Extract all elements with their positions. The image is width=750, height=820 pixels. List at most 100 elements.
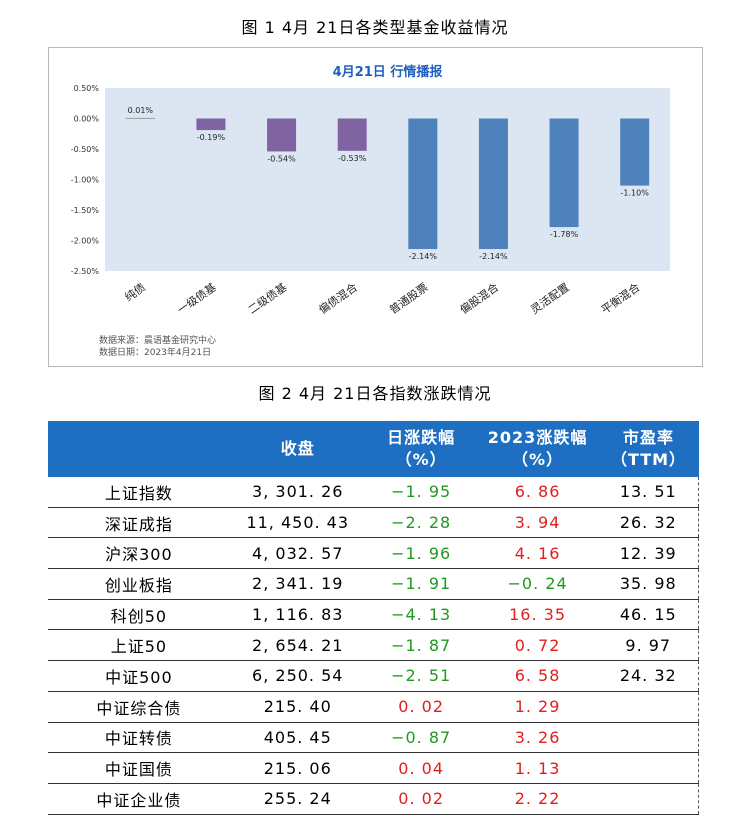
- x-category-label: 灵活配置: [528, 281, 571, 317]
- day-change-cell: 0. 02: [365, 783, 477, 815]
- index-name-cell: 上证50: [48, 629, 230, 662]
- x-category-label: 一级债基: [175, 280, 219, 317]
- header-close: 收盘: [229, 421, 366, 477]
- x-category-label: 二级债基: [245, 280, 289, 317]
- day-change-cell: −2. 51: [365, 660, 477, 692]
- y-tick-label: -2.50%: [71, 267, 100, 276]
- pe-cell: [598, 783, 699, 815]
- y-tick-label: 0.00%: [74, 115, 100, 124]
- close-cell: 405. 45: [229, 722, 366, 754]
- close-cell: 2, 341. 19: [229, 568, 366, 600]
- header-pe: 市盈率 （TTM）: [598, 421, 699, 477]
- pe-cell: 26. 32: [598, 507, 699, 539]
- table-row: 中证转债 405. 45 −0. 87 3. 26: [48, 722, 699, 754]
- index-name-cell: 中证500: [48, 660, 230, 692]
- bar: [620, 118, 650, 186]
- ytd-change-cell: 2. 22: [476, 783, 599, 815]
- bar-data-label: -1.78%: [550, 230, 579, 239]
- header-ytd-change: 2023涨跌幅 （%）: [476, 421, 599, 477]
- table-row: 中证500 6, 250. 54 −2. 51 6. 58 24. 32: [48, 660, 699, 692]
- bar-data-label: -2.14%: [479, 252, 508, 261]
- pe-cell: 35. 98: [598, 568, 699, 600]
- y-tick-label: -1.50%: [71, 206, 100, 215]
- table-row: 科创50 1, 116. 83 −4. 13 16. 35 46. 15: [48, 599, 699, 631]
- pe-cell: 13. 51: [598, 477, 699, 508]
- table-row: 创业板指 2, 341. 19 −1. 91 −0. 24 35. 98: [48, 568, 699, 600]
- ytd-change-cell: 1. 29: [476, 691, 599, 723]
- data-source-note: 数据来源：晨语基金研究中心: [99, 336, 217, 346]
- index-name-cell: 中证转债: [48, 722, 230, 754]
- table-body: 上证指数 3, 301. 26 −1. 95 6. 86 13. 51 深证成指 11, 4…: [48, 477, 699, 815]
- close-cell: 215. 40: [229, 691, 366, 723]
- ytd-change-cell: 3. 26: [476, 722, 599, 754]
- day-change-cell: −1. 95: [365, 477, 477, 508]
- pe-cell: [598, 752, 699, 784]
- index-name-cell: 沪深300: [48, 537, 230, 570]
- pe-cell: 9. 97: [598, 629, 699, 662]
- y-tick-label: 0.50%: [74, 84, 100, 93]
- figure-2-caption: 图 2 4月 21日各指数涨跌情况: [258, 384, 492, 403]
- table-row: 中证国债 215. 06 0. 04 1. 13: [48, 752, 699, 784]
- bar: [408, 118, 438, 250]
- y-tick-label: -1.00%: [71, 176, 100, 185]
- ytd-change-cell: 6. 86: [476, 477, 599, 508]
- pe-cell: 12. 39: [598, 537, 699, 570]
- bar: [478, 118, 508, 250]
- day-change-cell: −1. 91: [365, 568, 477, 600]
- ytd-change-cell: −0. 24: [476, 568, 599, 600]
- header-name: [48, 421, 230, 477]
- ytd-change-cell: 1. 13: [476, 752, 599, 784]
- ytd-change-cell: 6. 58: [476, 660, 599, 692]
- bar-data-label: -0.19%: [197, 133, 226, 142]
- index-name-cell: 科创50: [48, 599, 230, 631]
- header-day-change: 日涨跌幅 （%）: [365, 421, 477, 477]
- close-cell: 2, 654. 21: [229, 629, 366, 662]
- day-change-cell: 0. 02: [365, 691, 477, 723]
- close-cell: 6, 250. 54: [229, 660, 366, 692]
- day-change-cell: −4. 13: [365, 599, 477, 631]
- index-name-cell: 深证成指: [48, 507, 230, 539]
- table-header-row: 收盘 日涨跌幅 （%） 2023涨跌幅 （%） 市盈率 （TTM）: [48, 421, 699, 477]
- day-change-cell: −1. 96: [365, 537, 477, 570]
- ytd-change-cell: 16. 35: [476, 599, 599, 631]
- close-cell: 255. 24: [229, 783, 366, 815]
- bar-data-label: -0.53%: [338, 154, 367, 163]
- y-tick-label: -0.50%: [71, 145, 100, 154]
- table-row: 中证综合债 215. 40 0. 02 1. 29: [48, 691, 699, 723]
- pe-cell: 24. 32: [598, 660, 699, 692]
- data-date-note: 数据日期：2023年4月21日: [99, 348, 212, 358]
- ytd-change-cell: 0. 72: [476, 629, 599, 662]
- day-change-cell: −1. 87: [365, 629, 477, 662]
- fund-return-chart: 4月21日 行情播报 0.50% 0.00% -0.50% -1.00% -1.50% -2…: [48, 47, 703, 367]
- bar: [125, 117, 155, 119]
- table-row: 深证成指 11, 450. 43 −2. 28 3. 94 26. 32: [48, 507, 699, 539]
- x-category-label: 平衡混合: [598, 280, 642, 317]
- close-cell: 215. 06: [229, 752, 366, 784]
- pe-cell: 46. 15: [598, 599, 699, 631]
- table-row: 上证指数 3, 301. 26 −1. 95 6. 86 13. 51: [48, 477, 699, 508]
- close-cell: 3, 301. 26: [229, 477, 366, 508]
- chart-svg: 4月21日 行情播报 0.50% 0.00% -0.50% -1.00% -1.50% -2…: [71, 64, 670, 317]
- pe-cell: [598, 691, 699, 723]
- index-name-cell: 中证企业债: [48, 783, 230, 815]
- chart-title: 4月21日 行情播报: [333, 64, 444, 80]
- bar-data-label: -1.10%: [621, 189, 650, 198]
- table-row: 沪深300 4, 032. 57 −1. 96 4. 16 12. 39: [48, 537, 699, 570]
- table-row: 上证50 2, 654. 21 −1. 87 0. 72 9. 97: [48, 629, 699, 662]
- x-category-label: 偏债混合: [316, 280, 360, 317]
- x-category-label: 纯债: [122, 280, 148, 304]
- ytd-change-cell: 4. 16: [476, 537, 599, 570]
- y-tick-label: -2.00%: [71, 237, 100, 246]
- index-name-cell: 创业板指: [48, 568, 230, 600]
- day-change-cell: 0. 04: [365, 752, 477, 784]
- x-category-label: 偏股混合: [457, 280, 501, 317]
- day-change-cell: −2. 28: [365, 507, 477, 539]
- x-category-label: 普通股票: [386, 280, 430, 317]
- day-change-cell: −0. 87: [365, 722, 477, 754]
- close-cell: 11, 450. 43: [229, 507, 366, 539]
- bar: [196, 118, 226, 131]
- chart-notes: 数据来源：晨语基金研究中心 数据日期：2023年4月21日: [99, 335, 216, 359]
- bar: [267, 118, 297, 152]
- bar: [337, 118, 367, 151]
- bar-data-label: -2.14%: [409, 252, 438, 261]
